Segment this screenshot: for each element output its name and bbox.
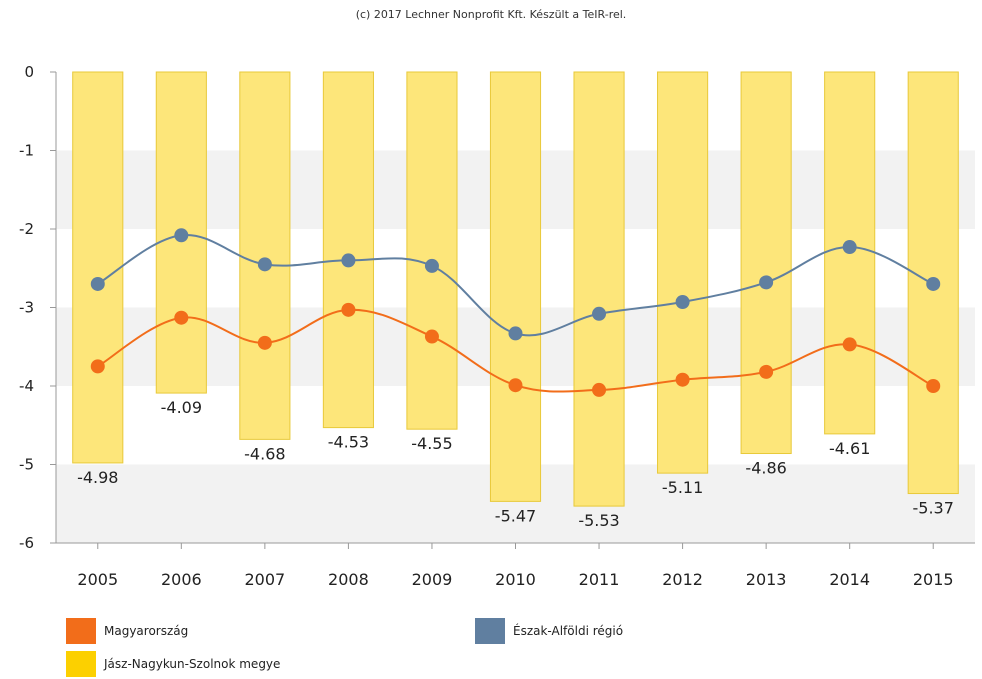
y-tick-label: 0 bbox=[24, 63, 34, 81]
x-tick-label: 2012 bbox=[662, 570, 703, 589]
line-series bbox=[90, 228, 941, 397]
point-magyarorsz-g bbox=[759, 364, 774, 379]
point--szak-alf-ldi-r-gi- bbox=[90, 276, 105, 291]
chart-credit: (c) 2017 Lechner Nonprofit Kft. Készült … bbox=[355, 8, 627, 21]
bar bbox=[573, 71, 625, 507]
bar bbox=[239, 71, 291, 440]
x-tick-label: 2011 bbox=[579, 570, 620, 589]
point-magyarorsz-g bbox=[174, 310, 189, 325]
point-magyarorsz-g bbox=[341, 302, 356, 317]
bar-data-label: -4.61 bbox=[829, 439, 870, 458]
y-tick-label: -6 bbox=[19, 534, 34, 552]
x-tick-label: 2007 bbox=[245, 570, 286, 589]
x-axis: 2005 2006 2007 2008 2009 2010 2011 2012 2013 2014… bbox=[56, 542, 975, 589]
bar-data-label: -5.37 bbox=[913, 499, 954, 518]
bar bbox=[72, 71, 124, 464]
bar bbox=[740, 71, 792, 455]
point--szak-alf-ldi-r-gi- bbox=[926, 276, 941, 291]
point--szak-alf-ldi-r-gi- bbox=[759, 275, 774, 290]
bar-series bbox=[72, 71, 959, 507]
point--szak-alf-ldi-r-gi- bbox=[508, 326, 523, 341]
bar-data-label: -5.11 bbox=[662, 478, 703, 497]
bar-data-label: -4.86 bbox=[745, 459, 786, 478]
x-tick-label: 2009 bbox=[412, 570, 453, 589]
bar-data-label: -4.09 bbox=[161, 398, 202, 417]
bar bbox=[406, 71, 458, 430]
point--szak-alf-ldi-r-gi- bbox=[424, 258, 439, 273]
y-tick-label: -4 bbox=[19, 377, 34, 395]
point-magyarorsz-g bbox=[90, 359, 105, 374]
x-tick-label: 2006 bbox=[161, 570, 202, 589]
bar-data-label: -4.98 bbox=[77, 468, 118, 487]
bar-data-label: -4.55 bbox=[411, 434, 452, 453]
point--szak-alf-ldi-r-gi- bbox=[174, 228, 189, 243]
y-tick-label: -1 bbox=[19, 142, 34, 160]
y-tick-label: -3 bbox=[19, 299, 34, 317]
point-magyarorsz-g bbox=[675, 372, 690, 387]
legend-swatch-eszak-alfoldi bbox=[475, 618, 505, 644]
point-magyarorsz-g bbox=[508, 378, 523, 393]
legend-label: Jász-Nagykun-Szolnok megye bbox=[104, 657, 281, 671]
y-tick-label: -2 bbox=[19, 220, 34, 238]
legend-swatch-magyarorszag bbox=[66, 618, 96, 644]
point-magyarorsz-g bbox=[842, 337, 857, 352]
bar-data-label: -4.68 bbox=[244, 444, 285, 463]
y-tick-label: -5 bbox=[19, 456, 34, 474]
bar-data-labels: -4.98 -4.09 -4.68 -4.53 -4.55 -5.47 -5.53 -5.11… bbox=[77, 398, 954, 530]
point-magyarorsz-g bbox=[926, 379, 941, 393]
x-tick-label: 2005 bbox=[77, 570, 118, 589]
point--szak-alf-ldi-r-gi- bbox=[592, 306, 607, 321]
x-tick-label: 2015 bbox=[913, 570, 954, 589]
point--szak-alf-ldi-r-gi- bbox=[341, 253, 356, 268]
x-tick-label: 2013 bbox=[746, 570, 787, 589]
bar-data-label: -5.47 bbox=[495, 506, 536, 525]
y-axis: 0 -1 -2 -3 -4 -5 -6 bbox=[19, 63, 57, 552]
legend-swatch-jasz-nagykun-szolnok bbox=[66, 651, 96, 677]
x-tick-label: 2010 bbox=[495, 570, 536, 589]
point--szak-alf-ldi-r-gi- bbox=[842, 240, 857, 255]
legend-item-jasz-nagykun-szolnok[interactable]: Jász-Nagykun-Szolnok megye bbox=[66, 651, 280, 677]
x-tick-label: 2008 bbox=[328, 570, 369, 589]
bar bbox=[489, 71, 542, 502]
point-magyarorsz-g bbox=[257, 335, 272, 350]
legend-label: Magyarország bbox=[104, 624, 189, 638]
bar bbox=[322, 71, 374, 429]
bar bbox=[657, 71, 709, 474]
bar-data-label: -5.53 bbox=[578, 511, 619, 530]
bar-data-label: -4.53 bbox=[328, 433, 369, 452]
legend-item-eszak-alfoldi[interactable]: Észak-Alföldi régió bbox=[475, 618, 623, 644]
point--szak-alf-ldi-r-gi- bbox=[257, 257, 272, 272]
x-tick-label: 2014 bbox=[829, 570, 870, 589]
point-magyarorsz-g bbox=[592, 382, 607, 397]
legend-item-magyarorszag[interactable]: Magyarország bbox=[66, 618, 188, 644]
point--szak-alf-ldi-r-gi- bbox=[675, 295, 690, 310]
point-magyarorsz-g bbox=[424, 329, 439, 344]
legend-label: Észak-Alföldi régió bbox=[513, 624, 624, 638]
